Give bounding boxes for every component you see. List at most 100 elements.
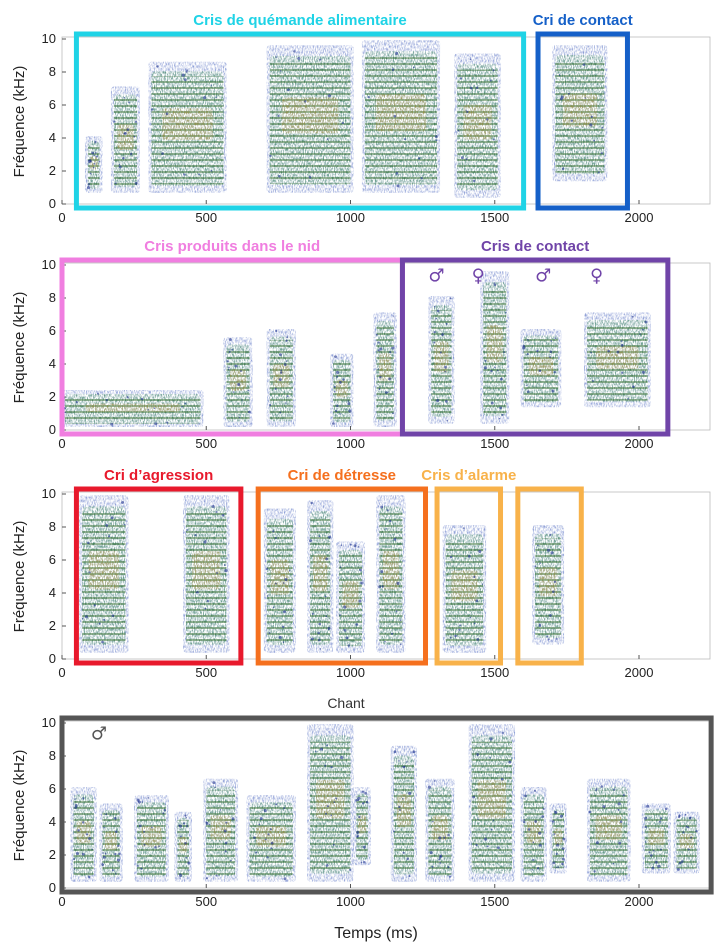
call-speck	[205, 821, 208, 824]
call-speck	[186, 69, 189, 72]
call-speck	[334, 355, 337, 359]
call-speck	[497, 846, 500, 850]
call-speck	[460, 156, 464, 160]
call-speck	[345, 636, 349, 640]
call-speck	[343, 628, 347, 632]
call-speck	[283, 582, 285, 584]
call-speck	[377, 341, 380, 344]
call-speck	[558, 74, 561, 76]
call-speck	[340, 755, 344, 760]
call-speck	[620, 340, 623, 342]
call-speck	[500, 777, 504, 781]
call-speck	[92, 166, 95, 169]
call-speck	[140, 867, 143, 870]
call-speck	[336, 375, 339, 378]
call-speck	[341, 121, 344, 125]
call-speck	[493, 366, 496, 369]
call-speck	[342, 378, 345, 381]
call-speck	[508, 760, 512, 764]
call-speck	[556, 866, 558, 869]
call-speck	[81, 852, 85, 856]
call-speck	[88, 571, 91, 574]
segment-box-2	[399, 257, 671, 437]
call-speck	[682, 831, 685, 834]
call-speck	[224, 841, 228, 845]
call-speck	[658, 820, 661, 823]
call-speck	[499, 406, 502, 410]
call-speck	[467, 554, 471, 558]
x-tick-label: 1500	[480, 436, 509, 451]
call-speck	[270, 841, 274, 845]
call-speck	[459, 624, 462, 627]
call-speck	[103, 827, 106, 829]
call-speck	[327, 94, 331, 98]
call-speck	[228, 366, 230, 369]
call-speck	[253, 836, 256, 839]
call-speck	[391, 346, 395, 350]
call-speck	[536, 349, 539, 353]
call-speck	[644, 320, 648, 324]
y-tick-label: 0	[49, 880, 56, 895]
call-speck	[269, 154, 272, 157]
x-tick-label: 0	[58, 210, 65, 225]
call-speck	[279, 411, 282, 414]
call-speck	[293, 50, 296, 53]
call-speck	[87, 875, 91, 879]
call-speck	[534, 565, 537, 568]
call-speck	[477, 818, 479, 820]
call-speck	[447, 866, 450, 869]
call-speck	[527, 828, 531, 831]
call-speck	[339, 614, 341, 616]
call-speck	[282, 641, 285, 643]
call-speck	[215, 511, 218, 513]
call-speck	[113, 120, 116, 123]
call-speck	[231, 348, 234, 351]
call-speck	[179, 873, 183, 878]
call-speck	[94, 140, 97, 144]
call-speck	[457, 129, 460, 132]
call-speck	[432, 820, 434, 823]
axes-frame	[61, 491, 711, 660]
call-core	[358, 814, 367, 834]
call-speck	[449, 636, 452, 639]
segment-label-1: Cris de quémande alimentaire	[193, 12, 406, 29]
call-speck	[532, 841, 535, 844]
call-core	[85, 403, 181, 412]
call-speck	[72, 858, 75, 861]
call-speck	[561, 862, 564, 866]
call-1	[84, 136, 103, 193]
call-speck	[88, 837, 92, 841]
call-speck	[412, 66, 415, 69]
call-speck	[84, 615, 89, 619]
call-speck	[360, 581, 363, 585]
call-speck	[118, 165, 122, 169]
call-speck	[561, 167, 565, 170]
call-speck	[110, 516, 114, 520]
segment-box-1	[73, 31, 527, 211]
call-speck	[195, 591, 198, 594]
call-speck	[489, 737, 493, 741]
call-speck	[393, 750, 397, 753]
call-speck	[123, 132, 126, 135]
call-speck	[408, 791, 412, 795]
call-speck	[358, 599, 362, 603]
call-speck	[179, 873, 181, 875]
call-speck	[523, 794, 527, 798]
spectrogram-panel-2: Fréquence (kHz) 0 2 4 6 8 10 0 500 1000 1500 2000 Cr…	[11, 238, 711, 451]
call-speck	[364, 791, 367, 795]
call-speck	[392, 412, 395, 415]
call-speck	[94, 151, 97, 154]
call-speck	[240, 370, 242, 373]
call-speck	[263, 808, 267, 813]
call-speck	[678, 814, 681, 817]
call-speck	[556, 843, 560, 847]
call-speck	[590, 351, 593, 354]
call-speck	[186, 528, 189, 531]
call-8	[532, 525, 565, 645]
call-speck	[186, 824, 188, 827]
call-speck	[104, 852, 107, 855]
y-tick-label: 2	[49, 847, 56, 862]
call-speck	[237, 383, 241, 387]
call-10	[425, 778, 455, 882]
